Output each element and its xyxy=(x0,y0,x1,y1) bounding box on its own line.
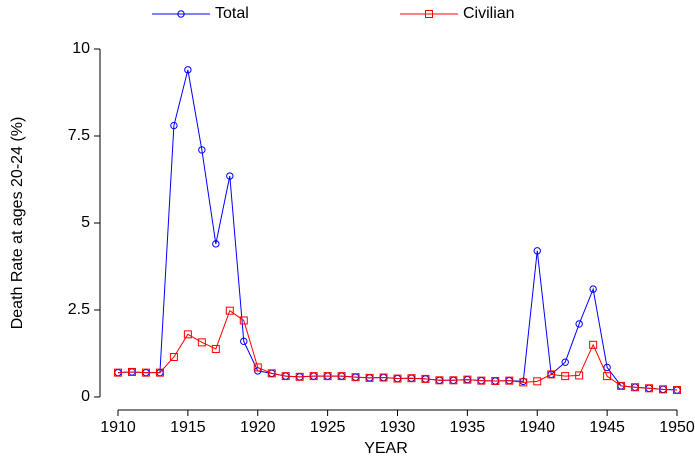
x-tick-label: 1950 xyxy=(659,419,695,436)
point xyxy=(170,121,178,130)
point xyxy=(519,378,528,387)
point xyxy=(561,372,570,381)
point xyxy=(463,375,472,384)
point xyxy=(240,337,248,346)
point xyxy=(603,363,611,372)
point xyxy=(309,372,318,381)
point xyxy=(547,370,556,379)
point xyxy=(141,368,150,377)
point xyxy=(337,372,346,381)
point xyxy=(211,344,220,353)
point xyxy=(421,374,430,383)
point xyxy=(281,372,290,381)
point xyxy=(631,383,640,392)
x-tick-label: 1920 xyxy=(240,419,276,436)
point xyxy=(617,381,626,390)
legend-marker xyxy=(177,10,185,18)
point xyxy=(212,240,220,248)
point xyxy=(351,373,360,382)
y-tick-label: 0 xyxy=(81,388,90,405)
x-axis-label: YEAR xyxy=(364,440,408,457)
legend-label: Civilian xyxy=(463,5,515,22)
point xyxy=(155,368,164,377)
point xyxy=(659,385,668,394)
x-tick-label: 1940 xyxy=(519,419,555,436)
y-tick-label: 5 xyxy=(81,214,90,231)
y-tick-label: 2.5 xyxy=(68,301,90,318)
point xyxy=(295,372,304,381)
x-tick-label: 1935 xyxy=(450,419,486,436)
point xyxy=(407,374,416,383)
x-tick-label: 1910 xyxy=(100,419,136,436)
point xyxy=(589,340,598,349)
point xyxy=(505,376,514,385)
y-tick-label: 10 xyxy=(72,40,90,57)
point xyxy=(393,374,402,383)
point xyxy=(379,373,388,382)
legend-marker xyxy=(425,10,433,18)
point xyxy=(253,363,262,372)
point xyxy=(114,368,122,377)
point xyxy=(184,66,192,74)
point xyxy=(183,330,192,339)
point xyxy=(435,376,444,385)
point xyxy=(533,247,541,255)
point xyxy=(575,371,584,380)
point xyxy=(603,372,612,381)
point xyxy=(491,376,500,385)
point xyxy=(169,352,178,361)
y-tick-label: 7.5 xyxy=(68,127,90,144)
legend-label: Total xyxy=(215,5,249,22)
point xyxy=(127,367,136,376)
point xyxy=(225,306,234,315)
x-tick-label: 1925 xyxy=(310,419,346,436)
x-tick-label: 1915 xyxy=(170,419,206,436)
series-line xyxy=(117,309,678,391)
point xyxy=(198,146,206,154)
point xyxy=(226,172,234,180)
point xyxy=(449,376,458,385)
point xyxy=(561,358,569,366)
point xyxy=(575,320,583,328)
point xyxy=(533,377,542,386)
y-axis-label: Death Rate at ages 20-24 (%) xyxy=(9,117,26,330)
point xyxy=(645,384,654,393)
point xyxy=(323,372,332,381)
point xyxy=(589,285,597,293)
point xyxy=(673,386,681,395)
x-tick-label: 1945 xyxy=(589,419,625,436)
point xyxy=(239,316,248,325)
point xyxy=(477,376,486,385)
point xyxy=(267,369,276,378)
x-tick-label: 1930 xyxy=(380,419,416,436)
point xyxy=(197,338,206,347)
point xyxy=(365,373,374,382)
